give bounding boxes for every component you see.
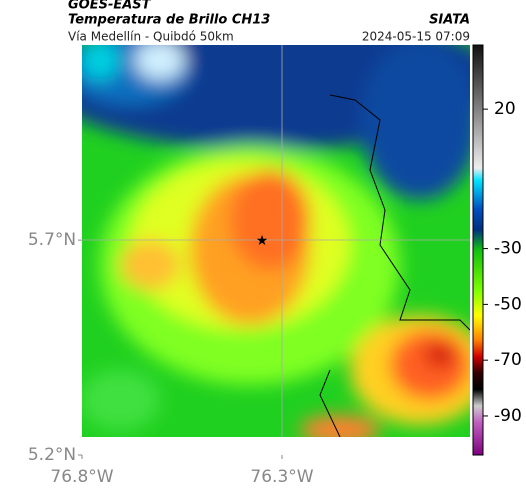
source: SIATA [429,13,470,28]
y-tick-label: 5.2°N [28,445,76,465]
satellite-image: ★ [82,45,470,437]
colorbar-tick-label: 20 [494,99,516,119]
route: Vía Medellín - Quibdó 50km [68,30,234,44]
timestamp: 2024-05-15 07:09 [362,30,470,44]
title: GOES-EAST [68,0,152,13]
colorbar-tick-label: -90 [494,406,522,426]
x-tick-label: 76.3°W [250,467,313,487]
colorbar-tick-label: -70 [494,350,522,370]
colorbar-tick-label: -50 [494,294,522,314]
x-tick-label: 76.8°W [50,467,113,487]
colorbar [472,44,484,456]
subtitle: Temperatura de Brillo CH13 [68,13,270,28]
colorbar-tick-label: -30 [494,239,522,259]
y-tick-label: 5.7°N [28,230,76,250]
svg-text:★: ★ [256,233,269,249]
